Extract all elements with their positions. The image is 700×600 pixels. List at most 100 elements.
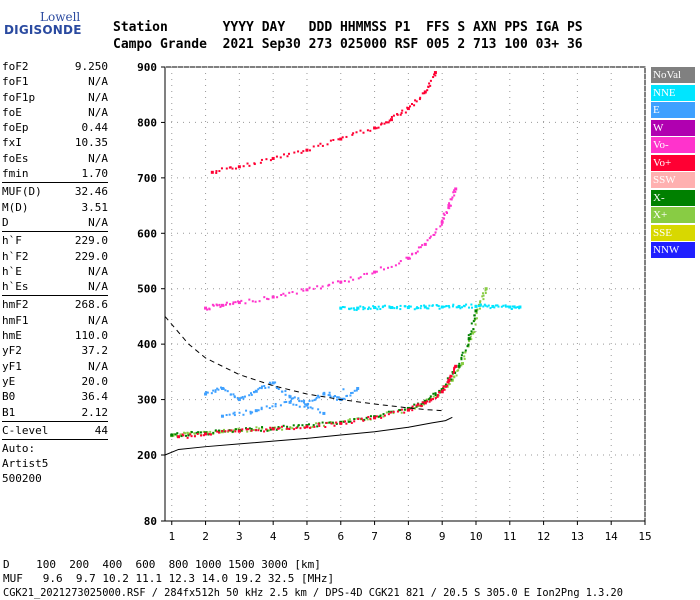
data-point xyxy=(453,194,456,197)
data-point xyxy=(337,138,340,141)
data-point xyxy=(304,403,307,406)
data-point xyxy=(484,287,488,291)
data-point xyxy=(374,306,377,309)
data-point xyxy=(176,432,179,435)
data-point xyxy=(170,433,174,437)
data-point xyxy=(300,151,303,154)
data-point xyxy=(353,308,356,311)
data-point xyxy=(308,286,311,289)
logo-line1: Lowell xyxy=(40,10,81,24)
params-group3: h`F 229.0 h`F2 229.0 h`E N/A h`Es N/A xyxy=(2,233,108,294)
data-point xyxy=(484,292,487,295)
data-point xyxy=(357,277,360,280)
data-point xyxy=(298,405,301,408)
data-point xyxy=(248,298,251,301)
data-point xyxy=(283,401,286,404)
data-point xyxy=(451,305,454,308)
data-point xyxy=(420,403,423,406)
data-point xyxy=(307,406,310,409)
data-point xyxy=(233,429,236,432)
data-point xyxy=(448,383,451,386)
legend-item: E xyxy=(651,102,695,119)
data-point xyxy=(379,308,382,311)
data-point xyxy=(411,405,414,408)
data-point xyxy=(409,105,412,108)
data-point xyxy=(365,272,368,275)
data-point xyxy=(190,435,193,438)
param-label: hmF1 xyxy=(2,313,29,327)
data-point xyxy=(375,127,378,130)
data-point xyxy=(382,415,385,418)
data-point xyxy=(502,304,505,307)
x-tick-label: 12 xyxy=(537,530,550,543)
y-tick-label: 500 xyxy=(137,283,157,296)
data-point xyxy=(350,421,353,424)
data-point xyxy=(362,306,365,309)
data-point xyxy=(218,170,221,173)
data-point xyxy=(287,152,290,155)
data-point xyxy=(392,412,395,415)
data-point xyxy=(513,306,516,309)
data-point xyxy=(312,145,315,148)
data-point xyxy=(473,314,476,317)
data-point xyxy=(327,394,330,397)
data-point xyxy=(297,424,300,427)
data-point xyxy=(444,385,447,388)
param-value: 44 xyxy=(94,423,108,437)
data-point xyxy=(279,156,282,159)
data-point xyxy=(479,304,482,307)
data-point xyxy=(257,429,260,432)
data-point xyxy=(405,256,408,259)
data-point xyxy=(225,414,228,417)
data-point xyxy=(463,355,466,358)
data-point xyxy=(434,394,437,397)
data-point xyxy=(253,391,256,394)
footer-d-line: D 100 200 400 600 800 1000 1500 3000 [km… xyxy=(3,558,321,571)
data-point xyxy=(340,307,343,310)
data-point xyxy=(384,304,387,307)
data-point xyxy=(343,397,346,400)
data-point xyxy=(467,345,470,348)
data-point xyxy=(260,158,263,161)
data-point xyxy=(274,402,277,405)
data-point xyxy=(470,322,473,325)
data-point xyxy=(187,434,190,437)
data-point xyxy=(453,368,456,371)
data-point xyxy=(220,414,224,418)
data-point xyxy=(254,429,257,432)
param-value: N/A xyxy=(88,151,108,165)
data-point xyxy=(463,357,466,360)
data-point xyxy=(379,266,382,269)
data-point xyxy=(224,430,227,433)
data-point xyxy=(284,294,287,297)
data-point xyxy=(470,338,473,341)
data-point xyxy=(339,280,343,284)
data-point xyxy=(435,228,438,231)
param-row: yF1 N/A xyxy=(2,359,108,374)
data-point xyxy=(497,305,500,308)
data-point xyxy=(351,133,354,136)
data-point xyxy=(245,428,248,431)
data-point xyxy=(445,305,448,308)
data-point xyxy=(427,307,430,310)
data-point xyxy=(357,307,360,310)
data-point xyxy=(257,409,260,412)
param-row: yF2 37.2 xyxy=(2,343,108,358)
x-tick-label: 9 xyxy=(439,530,446,543)
data-point xyxy=(411,409,414,412)
data-point xyxy=(373,126,377,130)
data-point xyxy=(439,225,442,228)
param-value: N/A xyxy=(88,105,108,119)
data-point xyxy=(382,268,385,271)
data-point xyxy=(332,138,335,141)
data-point xyxy=(220,303,224,307)
data-point xyxy=(482,294,485,297)
param-row: h`E N/A xyxy=(2,264,108,279)
data-point xyxy=(179,433,182,436)
param-value: N/A xyxy=(88,264,108,278)
data-point xyxy=(268,429,271,432)
param-label: foF1 xyxy=(2,75,29,89)
data-point xyxy=(222,387,225,390)
data-point xyxy=(434,74,437,77)
data-point xyxy=(423,304,426,307)
